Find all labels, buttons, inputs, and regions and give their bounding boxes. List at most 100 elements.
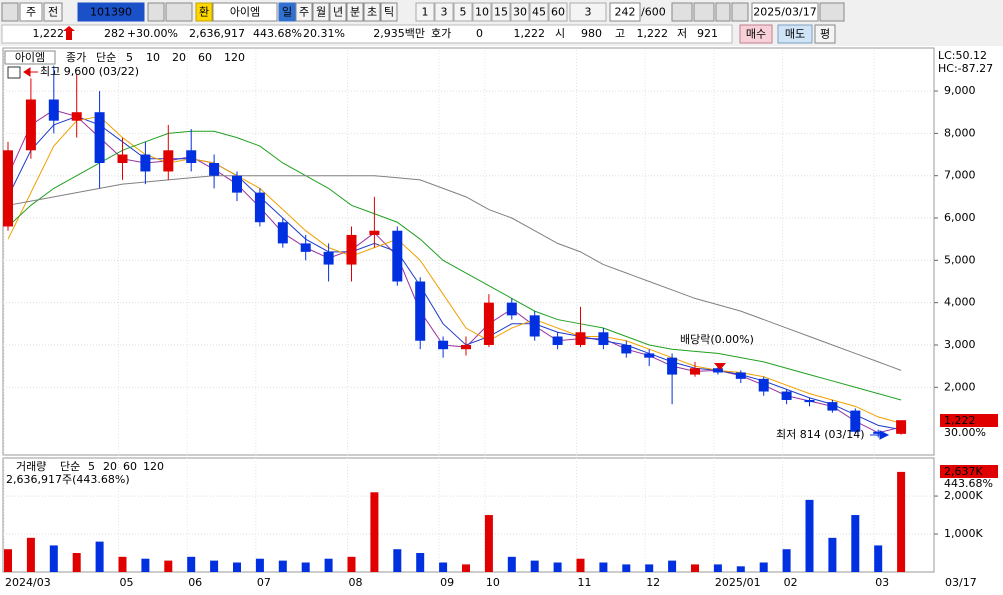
interval-button-box[interactable] bbox=[415, 2, 435, 22]
ask-label: 호가 bbox=[431, 27, 451, 40]
period-button[interactable]: 일 bbox=[282, 5, 292, 19]
interval-button-box[interactable] bbox=[529, 2, 549, 22]
tool-icon[interactable] bbox=[693, 2, 715, 22]
menu-icon[interactable] bbox=[1, 2, 19, 22]
volume-bar bbox=[736, 566, 745, 572]
tool-icon[interactable] bbox=[671, 2, 693, 22]
interval-button[interactable]: 5 bbox=[460, 6, 467, 19]
open-label: 시 bbox=[555, 27, 565, 40]
interval-button-box[interactable] bbox=[510, 2, 530, 22]
interval-button[interactable]: 1 bbox=[422, 6, 429, 19]
turnover: 20.31% bbox=[303, 27, 345, 40]
interval-button[interactable]: 3 bbox=[441, 6, 448, 19]
count-box[interactable] bbox=[609, 2, 641, 22]
nav-icon[interactable] bbox=[819, 2, 845, 22]
open: 980 bbox=[581, 27, 602, 40]
period-button-box[interactable] bbox=[278, 2, 296, 22]
current-price: 1,222 bbox=[944, 414, 976, 427]
save-icon[interactable] bbox=[715, 2, 731, 22]
interval-button-box[interactable] bbox=[434, 2, 454, 22]
volume-bar bbox=[301, 562, 310, 572]
volume-summary: 2,636,917주(443.68%) bbox=[6, 473, 130, 486]
stock-name[interactable]: 아이엠 bbox=[230, 6, 260, 19]
stock-code-box[interactable] bbox=[77, 2, 145, 22]
interval-button-box[interactable] bbox=[548, 2, 568, 22]
interval-button[interactable]: 45 bbox=[532, 6, 546, 19]
avg-button-box[interactable] bbox=[814, 24, 836, 44]
candle-body bbox=[712, 368, 723, 373]
period-button[interactable]: 년 bbox=[333, 6, 343, 19]
sell-button[interactable]: 매도 bbox=[785, 28, 805, 41]
volume-bar bbox=[210, 560, 219, 572]
avg-button[interactable]: 평 bbox=[820, 28, 830, 41]
date-box[interactable] bbox=[751, 2, 819, 22]
period-type-box[interactable] bbox=[19, 2, 43, 22]
count[interactable]: 242 bbox=[615, 6, 636, 19]
volume-change: 443.68% bbox=[944, 477, 993, 490]
period-button-box[interactable] bbox=[312, 2, 330, 22]
period-button[interactable]: 분 bbox=[350, 6, 360, 19]
period-button[interactable]: 초 bbox=[367, 6, 377, 19]
candle-body bbox=[461, 344, 471, 350]
volume-bar bbox=[187, 556, 196, 572]
legend-item: 종가 bbox=[66, 51, 86, 64]
y-tick-label: 7,000 bbox=[944, 169, 976, 182]
interval-button[interactable]: 15 bbox=[494, 6, 508, 19]
period-button-box[interactable] bbox=[295, 2, 313, 22]
interval-button-box[interactable] bbox=[453, 2, 473, 22]
buy-button[interactable]: 매수 bbox=[746, 28, 766, 41]
period-button[interactable]: 틱 bbox=[384, 6, 394, 19]
period-type[interactable]: 주 bbox=[26, 6, 36, 19]
period-button-box[interactable] bbox=[380, 2, 398, 22]
volume-bar bbox=[95, 541, 104, 572]
sound-icon[interactable] bbox=[165, 2, 193, 22]
exchange[interactable]: 환 bbox=[199, 6, 209, 19]
period-button-box[interactable] bbox=[346, 2, 364, 22]
y-tick-label: 3,000 bbox=[944, 338, 976, 351]
volume-bar bbox=[462, 564, 470, 572]
candle-body bbox=[71, 112, 82, 121]
sell-button-box[interactable] bbox=[777, 24, 813, 44]
unit[interactable]: 3 bbox=[585, 6, 592, 19]
candle-body bbox=[140, 154, 151, 172]
date[interactable]: 2025/03/17 bbox=[753, 6, 816, 19]
legend-item: 120 bbox=[143, 460, 164, 473]
candle-body bbox=[163, 150, 174, 172]
period-button-box[interactable] bbox=[363, 2, 381, 22]
buy-button-box[interactable] bbox=[739, 24, 773, 44]
volume-bar bbox=[141, 558, 150, 572]
unit-box[interactable] bbox=[569, 2, 607, 22]
candle-body bbox=[48, 99, 59, 121]
low: 921 bbox=[697, 27, 718, 40]
volume-bar bbox=[851, 515, 860, 572]
x-tick-label: 10 bbox=[486, 576, 500, 589]
stock-code[interactable]: 101390 bbox=[90, 6, 132, 19]
stock-name-box[interactable] bbox=[212, 2, 278, 22]
candle-body bbox=[232, 175, 242, 193]
amount: 2,935백만 bbox=[373, 27, 425, 40]
volume-bar bbox=[828, 537, 837, 572]
max-count: /600 bbox=[641, 6, 666, 19]
candle-body bbox=[346, 234, 357, 265]
interval-button-box[interactable] bbox=[491, 2, 511, 22]
candle-body bbox=[735, 372, 746, 379]
search-icon[interactable] bbox=[147, 2, 165, 22]
settings-icon[interactable] bbox=[731, 2, 749, 22]
calendar-icon bbox=[7, 66, 21, 79]
volume-bar bbox=[530, 560, 539, 572]
ma-line bbox=[7, 109, 902, 434]
y-tick-label: 2,000K bbox=[944, 489, 983, 502]
interval-button[interactable]: 10 bbox=[475, 6, 489, 19]
interval-button-box[interactable] bbox=[472, 2, 492, 22]
exchange-box[interactable] bbox=[195, 2, 213, 22]
market[interactable]: 전 bbox=[48, 6, 58, 19]
period-button[interactable]: 월 bbox=[316, 6, 326, 19]
volume-bar bbox=[782, 549, 791, 572]
period-button-box[interactable] bbox=[329, 2, 347, 22]
interval-button[interactable]: 30 bbox=[513, 6, 527, 19]
period-button[interactable]: 주 bbox=[299, 6, 309, 19]
legend-item: 단순 bbox=[60, 460, 80, 473]
interval-button[interactable]: 60 bbox=[551, 6, 565, 19]
market-box[interactable] bbox=[43, 2, 63, 22]
